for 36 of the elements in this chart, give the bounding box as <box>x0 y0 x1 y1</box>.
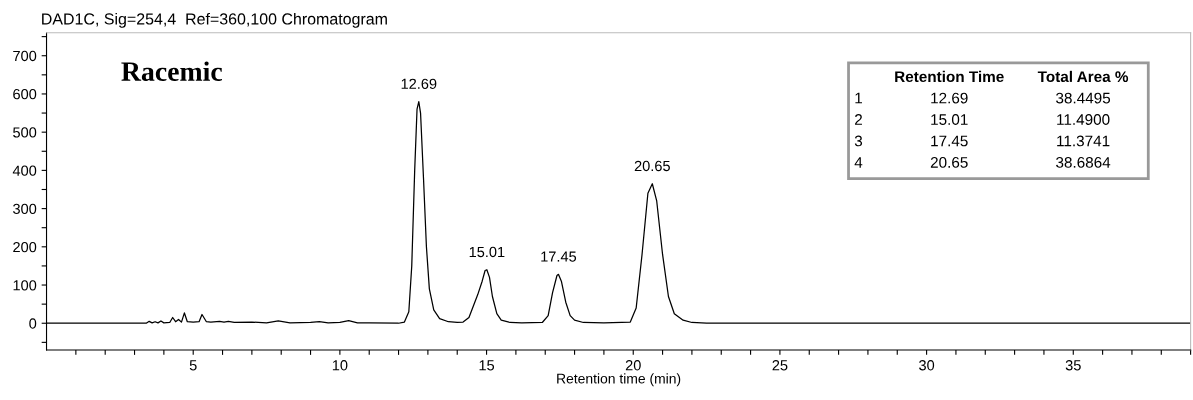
annotation: 20.65 <box>634 160 670 172</box>
x-tick-label: 10 <box>332 360 348 371</box>
annotation: 2 <box>855 114 862 125</box>
annotation: 15.01 <box>931 114 968 125</box>
y-tick-label: 300 <box>13 203 37 215</box>
annotation: 38.6864 <box>1056 156 1111 168</box>
annotation: 38.4495 <box>1056 92 1111 104</box>
x-tick-label: 15 <box>479 360 495 371</box>
annotation: 17.45 <box>541 251 577 262</box>
chart-title: DAD1C, Sig=254,4 Ref=360,100 Chromatogram <box>42 12 387 28</box>
annotation: 17.45 <box>931 135 968 147</box>
y-tick-label: 100 <box>13 280 37 291</box>
x-tick-label: 20 <box>625 360 641 371</box>
y-tick-label: 200 <box>13 241 37 253</box>
annotation: 3 <box>854 135 863 147</box>
annotation: 1 <box>855 92 862 104</box>
x-tick-label: 5 <box>189 360 197 371</box>
y-tick-label: 0 <box>29 318 37 329</box>
y-tick-label: 600 <box>13 89 37 100</box>
annotation: 12.69 <box>931 92 968 104</box>
annotation: Total Area % <box>1037 70 1129 83</box>
y-tick-label: 400 <box>12 165 37 176</box>
annotation: 11.4900 <box>1057 114 1110 125</box>
x-axis-title: Retention time (min) <box>557 373 681 387</box>
x-tick-label: 35 <box>1065 360 1081 371</box>
annotation: 4 <box>854 157 863 168</box>
annotation: 15.01 <box>469 246 505 258</box>
annotation: 11.3741 <box>1057 135 1110 147</box>
x-tick-label: 25 <box>772 360 788 371</box>
annotation: 20.65 <box>930 156 968 168</box>
x-tick-label: 30 <box>919 360 935 371</box>
annotation: 12.69 <box>401 78 437 89</box>
y-tick-label: 700 <box>13 50 37 62</box>
annotation: Retention Time <box>895 70 1004 83</box>
annotation: Racemic <box>121 61 222 81</box>
y-tick-label: 500 <box>13 127 37 138</box>
